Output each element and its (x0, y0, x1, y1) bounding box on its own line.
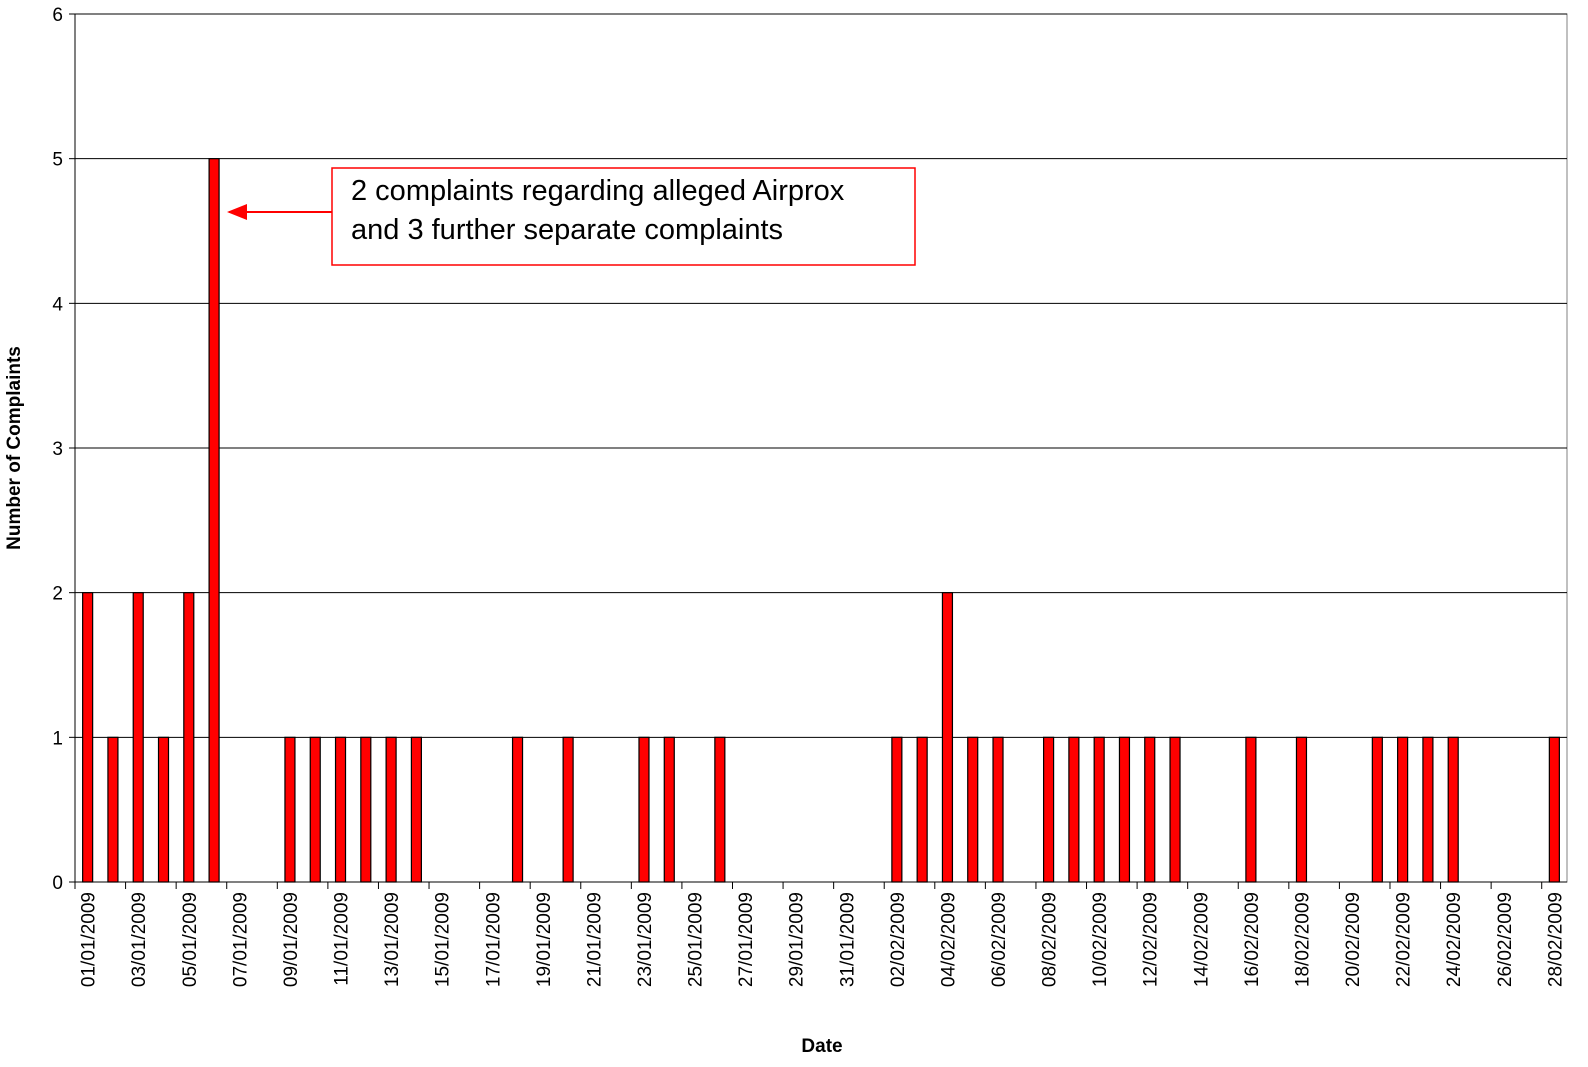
bar (1397, 736, 1409, 883)
bar (1042, 736, 1055, 883)
bar (1169, 736, 1181, 883)
x-tick-label: 26/02/2009 (1495, 892, 1516, 987)
bar (1295, 736, 1308, 883)
y-tick-label: 5 (52, 150, 63, 171)
x-tick-label: 23/01/2009 (635, 892, 656, 987)
bar (107, 736, 119, 883)
bar (1093, 736, 1105, 883)
x-tick-label: 03/01/2009 (129, 892, 150, 987)
bar (967, 736, 979, 883)
bar (410, 736, 422, 883)
y-tick-label: 4 (52, 294, 63, 315)
bar (1447, 736, 1459, 883)
x-tick-label: 16/02/2009 (1242, 892, 1263, 987)
x-tick-label: 13/01/2009 (382, 892, 403, 987)
x-tick-label: 21/01/2009 (584, 892, 605, 987)
x-tick-label: 27/01/2009 (736, 892, 757, 987)
y-tick-label: 1 (52, 728, 63, 749)
y-tick-label: 0 (52, 873, 63, 894)
bar (511, 736, 524, 883)
x-tick-label: 02/02/2009 (888, 892, 909, 987)
bar (916, 736, 928, 883)
bar (334, 736, 347, 883)
y-tick-label: 3 (52, 439, 63, 460)
bar (309, 736, 321, 883)
bar (941, 592, 954, 883)
bar (1422, 736, 1434, 883)
bar (1144, 736, 1156, 883)
bar (714, 736, 726, 883)
x-axis-label: Date (801, 1036, 842, 1057)
bar (663, 736, 675, 883)
x-tick-label: 17/01/2009 (483, 892, 504, 987)
x-tick-label: 15/01/2009 (433, 892, 454, 987)
bar (82, 592, 94, 883)
y-axis-label: Number of Complaints (4, 346, 25, 550)
x-tick-label: 09/01/2009 (281, 892, 302, 987)
bar (638, 736, 650, 883)
x-tick-label: 18/02/2009 (1292, 892, 1313, 987)
bar (992, 736, 1004, 883)
bar (562, 736, 574, 883)
bar (891, 736, 903, 883)
bar (360, 736, 372, 883)
annotation-text: 2 complaints regarding alleged Airprox (351, 175, 845, 207)
bar (157, 736, 170, 883)
bar (1548, 736, 1560, 883)
y-tick-label: 6 (52, 5, 63, 26)
x-tick-label: 01/01/2009 (79, 892, 100, 987)
x-tick-label: 12/02/2009 (1141, 892, 1162, 987)
x-tick-label: 20/02/2009 (1343, 892, 1364, 987)
bar (1118, 736, 1131, 883)
x-tick-label: 25/01/2009 (686, 892, 707, 987)
bar (208, 158, 220, 883)
x-tick-label: 31/01/2009 (837, 892, 858, 987)
annotation-box (331, 167, 916, 266)
y-tick-label: 2 (52, 584, 63, 605)
x-tick-label: 06/02/2009 (989, 892, 1010, 987)
x-tick-label: 22/02/2009 (1394, 892, 1415, 987)
annotation-text: and 3 further separate complaints (351, 214, 783, 246)
x-tick-label: 28/02/2009 (1545, 892, 1566, 987)
x-tick-label: 10/02/2009 (1090, 892, 1111, 987)
x-tick-label: 14/02/2009 (1191, 892, 1212, 987)
bar (284, 736, 296, 883)
x-tick-label: 11/01/2009 (332, 892, 353, 986)
x-tick-label: 24/02/2009 (1444, 892, 1465, 987)
bar (1371, 736, 1383, 883)
bar (183, 592, 195, 883)
annotation: 2 complaints regarding alleged Airprox a… (227, 167, 916, 266)
x-tick-label: 08/02/2009 (1040, 892, 1061, 987)
bar (385, 736, 397, 883)
x-tick-label: 04/02/2009 (938, 892, 959, 987)
x-tick-label: 05/01/2009 (180, 892, 201, 987)
bar (1068, 736, 1080, 883)
x-tick-label: 29/01/2009 (787, 892, 808, 987)
x-tick-label: 19/01/2009 (534, 892, 555, 987)
bar (132, 592, 144, 883)
x-tick-label: 07/01/2009 (230, 892, 251, 987)
bar (1245, 736, 1257, 883)
